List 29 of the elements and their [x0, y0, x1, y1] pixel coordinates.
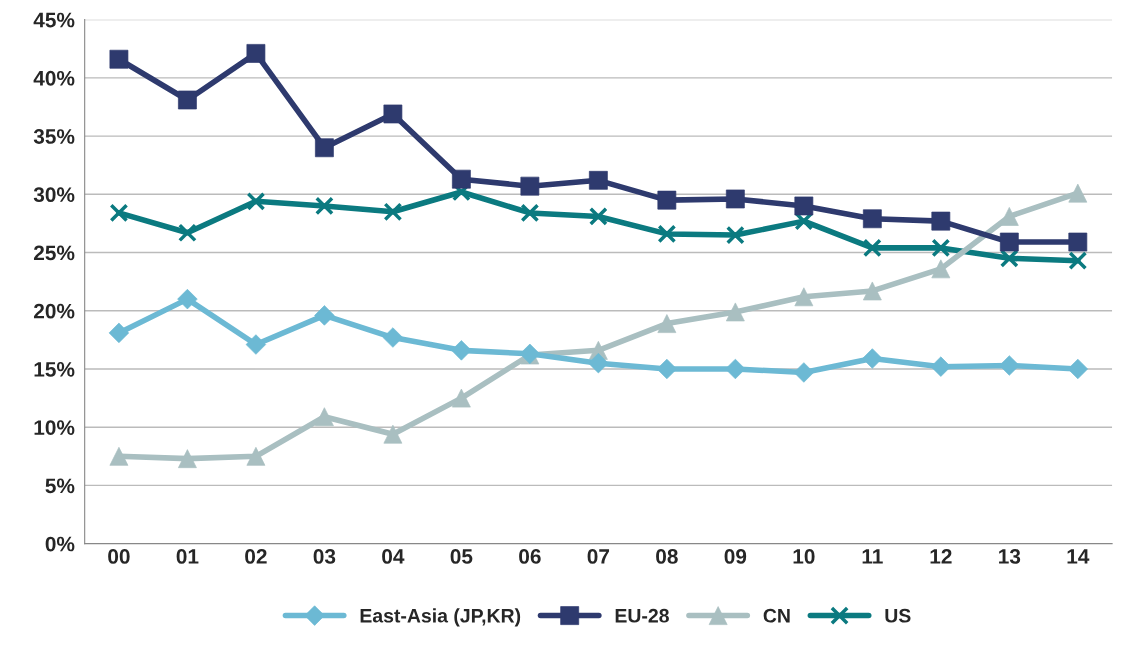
y-tick-label: 40%: [33, 70, 75, 86]
y-tick-label: 25%: [33, 245, 75, 261]
x-tick-label: 11: [862, 549, 883, 564]
y-tick-label: 35%: [33, 129, 75, 144]
y-tick-label: 5%: [45, 478, 75, 494]
x-tick-label: 12: [930, 549, 952, 564]
x-tick-label: 02: [245, 549, 267, 564]
x-tick-label: 13: [999, 549, 1021, 564]
x-tick-label: 00: [108, 549, 130, 564]
x-tick-label: 07: [587, 549, 610, 564]
x-tick-label: 06: [519, 549, 541, 564]
y-tick-label: 30%: [33, 187, 75, 203]
x-tick-label: 09: [724, 549, 747, 564]
legend-label: US: [885, 608, 911, 623]
legend-label: EU-28: [615, 608, 669, 623]
y-tick-label: 45%: [33, 12, 75, 28]
x-tick-label: 01: [176, 549, 199, 564]
y-tick-label: 0%: [45, 536, 75, 552]
y-tick-label: 15%: [34, 362, 75, 377]
y-tick-label: 20%: [33, 303, 75, 319]
x-tick-label: 03: [313, 549, 336, 564]
legend-label: East-Asia (JP,KR): [360, 608, 521, 627]
legend-label: CN: [763, 608, 790, 623]
x-tick-label: 05: [450, 549, 473, 564]
y-tick-label: 10%: [34, 420, 75, 435]
x-tick-label: 08: [656, 549, 678, 564]
x-tick-label: 04: [382, 549, 405, 564]
x-tick-label: 14: [1067, 549, 1090, 564]
x-tick-label: 10: [793, 549, 815, 564]
